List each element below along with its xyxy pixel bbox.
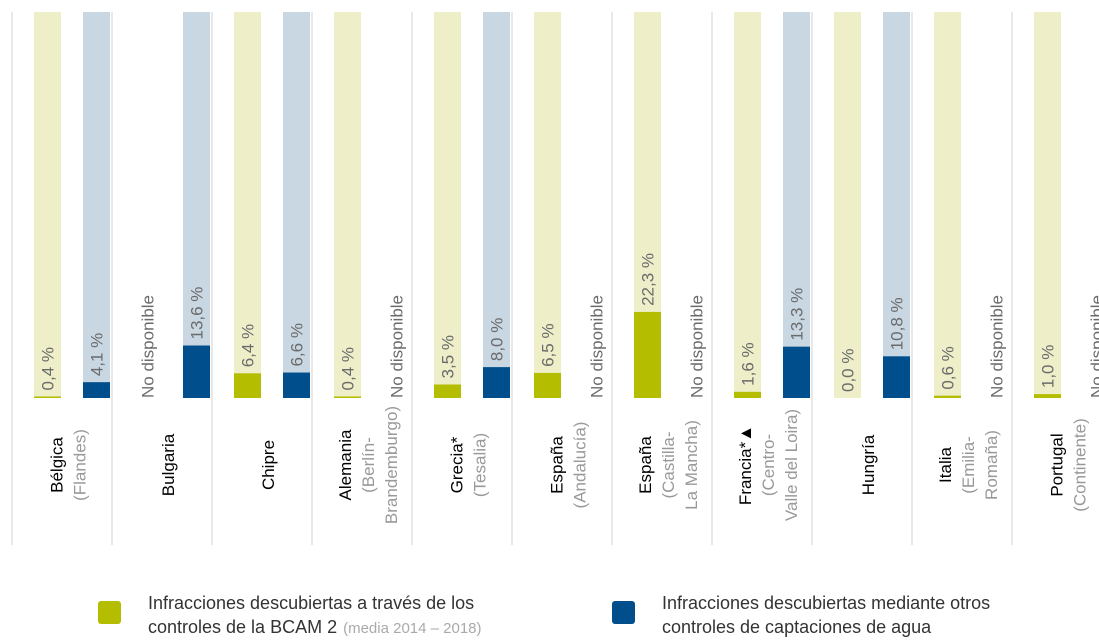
value-label: 4,1 % [88,333,107,376]
category-label: Francia*▲ [736,425,755,505]
value-label: No disponible [388,295,407,398]
bar [234,373,261,398]
value-label: 3,5 % [439,335,458,378]
value-label: 10,8 % [888,297,907,350]
legend-swatch [98,601,121,624]
category-sublabel: (Berlín- [359,437,378,493]
value-label: No disponible [139,295,158,398]
category-sublabel: (Castilla- [659,431,678,498]
category-label: Alemania [336,429,355,500]
category-label: Italia [936,447,955,483]
legend-line: controles de captaciones de agua [662,617,932,637]
value-label: 1,6 % [739,342,758,385]
value-label: 1,0 % [1039,345,1058,388]
legend-note: (media 2014 – 2018) [343,620,481,637]
category-sublabel: (Continente) [1071,418,1090,512]
bar-background [834,12,861,398]
category-sublabel: Brandemburgo) [382,406,401,524]
bar [34,396,61,398]
bar-background [1034,12,1061,398]
bar [483,367,510,398]
bar [83,382,110,398]
bar-background [783,12,810,398]
category-label: España [636,436,655,494]
bar-background [934,12,961,398]
category-sublabel: (Centro- [759,434,778,496]
bar [934,395,961,398]
category-sublabel: (Emilia- [959,436,978,494]
bar-background [534,12,561,398]
value-label: 0,4 % [339,347,358,390]
legend-line: controles de la BCAM 2 [148,617,337,637]
bar-background [883,12,910,398]
value-label: No disponible [588,295,607,398]
value-label: 0,4 % [39,347,58,390]
legend-label: Infracciones descubiertas mediante otros… [662,593,990,637]
bar-background [734,12,761,398]
category-sublabel: (Tesalia) [471,433,490,497]
legend-label: Infracciones descubiertas a través de lo… [148,593,474,637]
bar-background [483,12,510,398]
value-label: 8,0 % [488,318,507,361]
value-label: 22,3 % [639,253,658,306]
bar [434,384,461,398]
bar [734,391,761,398]
category-label: Portugal [1048,433,1067,496]
value-label: No disponible [688,295,707,398]
legend-line: Infracciones descubiertas a través de lo… [148,593,474,613]
value-label: 13,6 % [188,287,207,340]
value-label: 6,5 % [539,323,558,366]
legend-swatch [612,601,635,624]
bar-background [83,12,110,398]
bar [883,356,910,398]
bar [634,311,661,398]
category-label: España [548,436,567,494]
category-label: Grecia* [448,436,467,493]
bar-background [434,12,461,398]
bar-background [34,12,61,398]
category-label: Chipre [259,440,278,490]
bar-background [334,12,361,398]
category-label: Hungría [859,434,878,495]
bar [334,396,361,398]
bar-background [283,12,310,398]
value-label: No disponible [988,295,1007,398]
category-sublabel: La Mancha) [682,420,701,510]
value-label: 6,4 % [239,324,258,367]
bar [783,346,810,398]
legend-line: Infracciones descubiertas mediante otros [662,593,990,613]
category-sublabel: (Andalucía) [571,422,590,509]
category-sublabel: Romaña) [982,430,1001,500]
bar [1034,394,1061,398]
value-label: 13,3 % [788,288,807,341]
category-sublabel: Valle del Loira) [782,409,801,521]
category-sublabel: (Flandes) [71,429,90,501]
value-label: No disponible [1088,295,1099,398]
bar [183,345,210,398]
bar-background [234,12,261,398]
value-label: 0,0 % [839,349,858,392]
category-label: Bélgica [48,437,67,493]
value-label: 6,6 % [288,323,307,366]
category-label: Bulgaria [159,433,178,496]
bar-background [183,12,210,398]
bar [534,372,561,398]
bar [283,372,310,398]
value-label: 0,6 % [939,346,958,389]
